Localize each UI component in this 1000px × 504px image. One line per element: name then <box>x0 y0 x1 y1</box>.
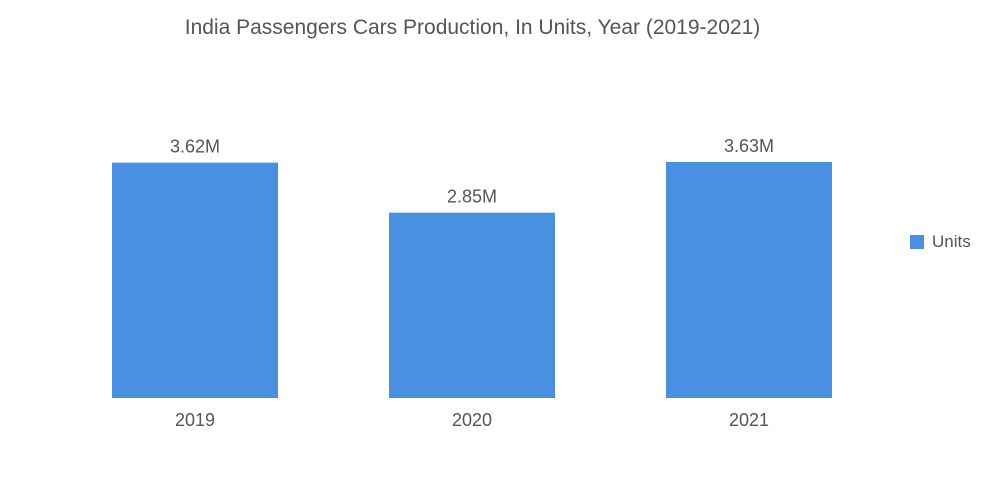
legend-label: Units <box>932 232 971 251</box>
legend: Units <box>910 232 971 252</box>
data-label-2020: 2.85M <box>447 187 497 207</box>
bar-2021 <box>666 162 832 398</box>
data-label-2021: 3.63M <box>724 136 774 156</box>
x-tick-label-2020: 2020 <box>452 410 492 430</box>
bar-2019 <box>112 162 278 398</box>
bar-2020 <box>389 212 555 398</box>
x-tick-label-2021: 2021 <box>729 410 769 430</box>
data-label-2019: 3.62M <box>170 137 220 157</box>
legend-swatch <box>910 235 924 249</box>
chart-title: India Passengers Cars Production, In Uni… <box>184 16 761 39</box>
x-tick-label-2019: 2019 <box>175 410 215 430</box>
